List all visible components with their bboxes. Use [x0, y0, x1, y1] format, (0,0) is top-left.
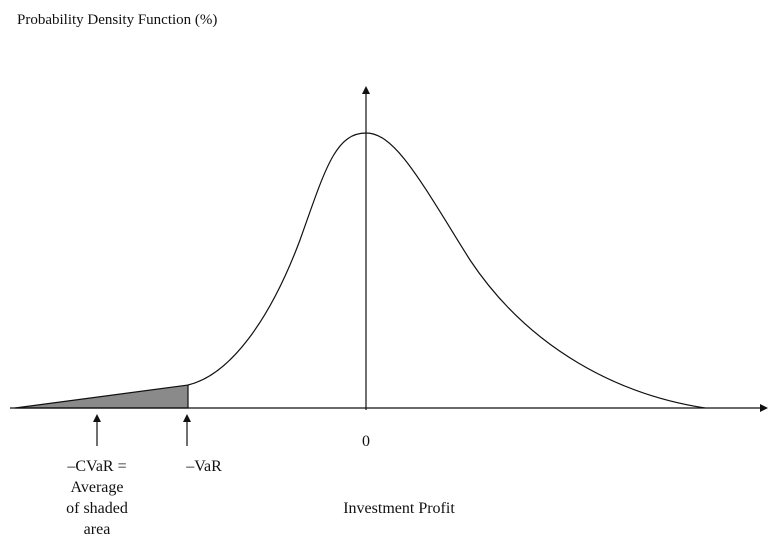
cvar-label: –CVaR = — [66, 458, 126, 475]
x-axis-label: Investment Profit — [343, 500, 455, 517]
shaded-tail — [14, 384, 189, 409]
cvar-label: Average — [71, 479, 124, 496]
density-curve — [187, 132, 706, 409]
origin-label: 0 — [362, 433, 370, 450]
title: Probability Density Function (%) — [17, 12, 217, 28]
cvar-label: of shaded — [66, 500, 128, 517]
var-label: –VaR — [185, 458, 222, 475]
cvar-label: area — [84, 521, 111, 538]
